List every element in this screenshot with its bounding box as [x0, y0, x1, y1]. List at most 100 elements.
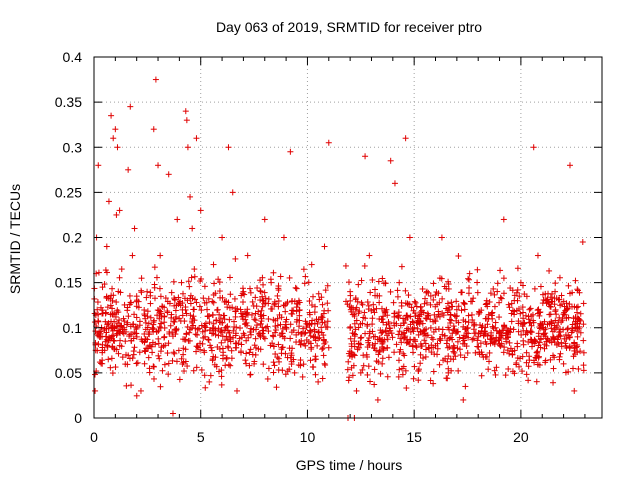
- data-point: [259, 293, 266, 300]
- data-point: [178, 279, 185, 286]
- data-point: [384, 373, 391, 380]
- data-point: [157, 383, 164, 390]
- data-point: [407, 313, 414, 320]
- data-point: [164, 308, 171, 315]
- data-point: [575, 315, 582, 322]
- data-point: [389, 334, 396, 341]
- data-point: [150, 363, 157, 370]
- data-point: [171, 295, 178, 302]
- data-point: [116, 274, 123, 281]
- data-point: [238, 310, 245, 317]
- data-point: [458, 289, 465, 296]
- data-point: [457, 352, 464, 359]
- data-point: [404, 325, 411, 332]
- data-point: [224, 304, 231, 311]
- data-point: [109, 297, 116, 304]
- data-point: [301, 280, 308, 287]
- data-point: [218, 381, 225, 388]
- data-point: [537, 344, 544, 351]
- data-point: [507, 345, 514, 352]
- data-point: [319, 346, 326, 353]
- data-point: [439, 310, 446, 317]
- data-point: [179, 312, 186, 319]
- data-point: [177, 302, 184, 309]
- data-point: [504, 327, 511, 334]
- data-point: [133, 325, 140, 332]
- data-point: [102, 267, 109, 274]
- data-point: [484, 321, 491, 328]
- data-point: [162, 295, 169, 302]
- data-point: [439, 331, 446, 338]
- data-point: [284, 299, 291, 306]
- data-point: [504, 347, 511, 354]
- data-point: [413, 342, 420, 349]
- data-point: [227, 334, 234, 341]
- data-point: [247, 289, 254, 296]
- data-point: [104, 304, 111, 311]
- data-point: [150, 126, 157, 133]
- data-point: [155, 340, 162, 347]
- data-point: [574, 328, 581, 335]
- data-point: [484, 303, 491, 310]
- data-point: [439, 295, 446, 302]
- data-point: [195, 344, 202, 351]
- data-point: [562, 340, 569, 347]
- data-point: [142, 326, 149, 333]
- data-point: [398, 263, 405, 270]
- data-point: [198, 366, 205, 373]
- data-point: [511, 370, 518, 377]
- data-point: [221, 327, 228, 334]
- data-point: [474, 337, 481, 344]
- data-point: [220, 352, 227, 359]
- data-point: [347, 323, 354, 330]
- data-point: [345, 279, 352, 286]
- data-point: [382, 280, 389, 287]
- data-point: [563, 306, 570, 313]
- data-point: [232, 344, 239, 351]
- data-point: [505, 365, 512, 372]
- data-point: [102, 310, 109, 317]
- data-point: [312, 356, 319, 363]
- data-point: [479, 351, 486, 358]
- data-point: [103, 294, 110, 301]
- data-point: [577, 310, 584, 317]
- data-point: [201, 323, 208, 330]
- data-point: [198, 322, 205, 329]
- data-point: [453, 298, 460, 305]
- data-point: [479, 322, 486, 329]
- data-point: [242, 357, 249, 364]
- data-point: [173, 358, 180, 365]
- data-point: [451, 326, 458, 333]
- data-point: [379, 355, 386, 362]
- data-point: [452, 353, 459, 360]
- data-point: [440, 357, 447, 364]
- data-point: [535, 330, 542, 337]
- data-point: [244, 322, 251, 329]
- data-point: [214, 306, 221, 313]
- data-point: [351, 320, 358, 327]
- data-point: [276, 332, 283, 339]
- data-point: [234, 387, 241, 394]
- data-point: [257, 320, 264, 327]
- data-point: [128, 382, 135, 389]
- data-point: [250, 326, 257, 333]
- data-point: [282, 350, 289, 357]
- data-point: [515, 328, 522, 335]
- data-point: [367, 378, 374, 385]
- data-point: [102, 338, 109, 345]
- data-point: [370, 333, 377, 340]
- data-point: [218, 339, 225, 346]
- data-point: [95, 269, 102, 276]
- data-point: [547, 356, 554, 363]
- data-point: [395, 331, 402, 338]
- data-point: [123, 321, 130, 328]
- data-point: [547, 303, 554, 310]
- data-point: [105, 198, 112, 205]
- data-point: [544, 335, 551, 342]
- data-point: [197, 207, 204, 214]
- data-point: [359, 301, 366, 308]
- data-point: [165, 340, 172, 347]
- data-point: [309, 363, 316, 370]
- data-point: [342, 298, 349, 305]
- data-point: [373, 347, 380, 354]
